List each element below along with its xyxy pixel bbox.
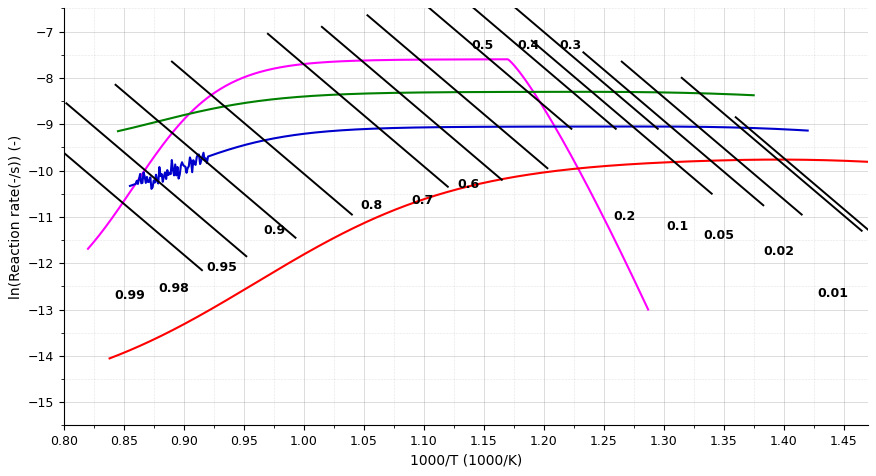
Text: 0.95: 0.95: [207, 261, 237, 274]
Text: 0.5: 0.5: [472, 39, 494, 52]
Text: 0.1: 0.1: [666, 219, 689, 233]
Text: 0.99: 0.99: [115, 289, 145, 302]
Text: 0.3: 0.3: [560, 39, 582, 52]
Y-axis label: ln(Reaction rate(-/s)) (-): ln(Reaction rate(-/s)) (-): [9, 135, 22, 299]
Text: 0.2: 0.2: [613, 210, 636, 223]
Text: 0.6: 0.6: [457, 178, 479, 191]
Text: 0.98: 0.98: [159, 282, 189, 295]
Text: 0.05: 0.05: [703, 229, 734, 242]
Text: 0.8: 0.8: [360, 199, 383, 212]
X-axis label: 1000/T (1000/K): 1000/T (1000/K): [410, 454, 522, 467]
Text: 0.7: 0.7: [412, 194, 434, 207]
Text: 0.9: 0.9: [263, 224, 286, 237]
Text: 0.4: 0.4: [518, 39, 540, 52]
Text: 0.02: 0.02: [763, 245, 795, 258]
Text: 0.01: 0.01: [817, 287, 848, 300]
